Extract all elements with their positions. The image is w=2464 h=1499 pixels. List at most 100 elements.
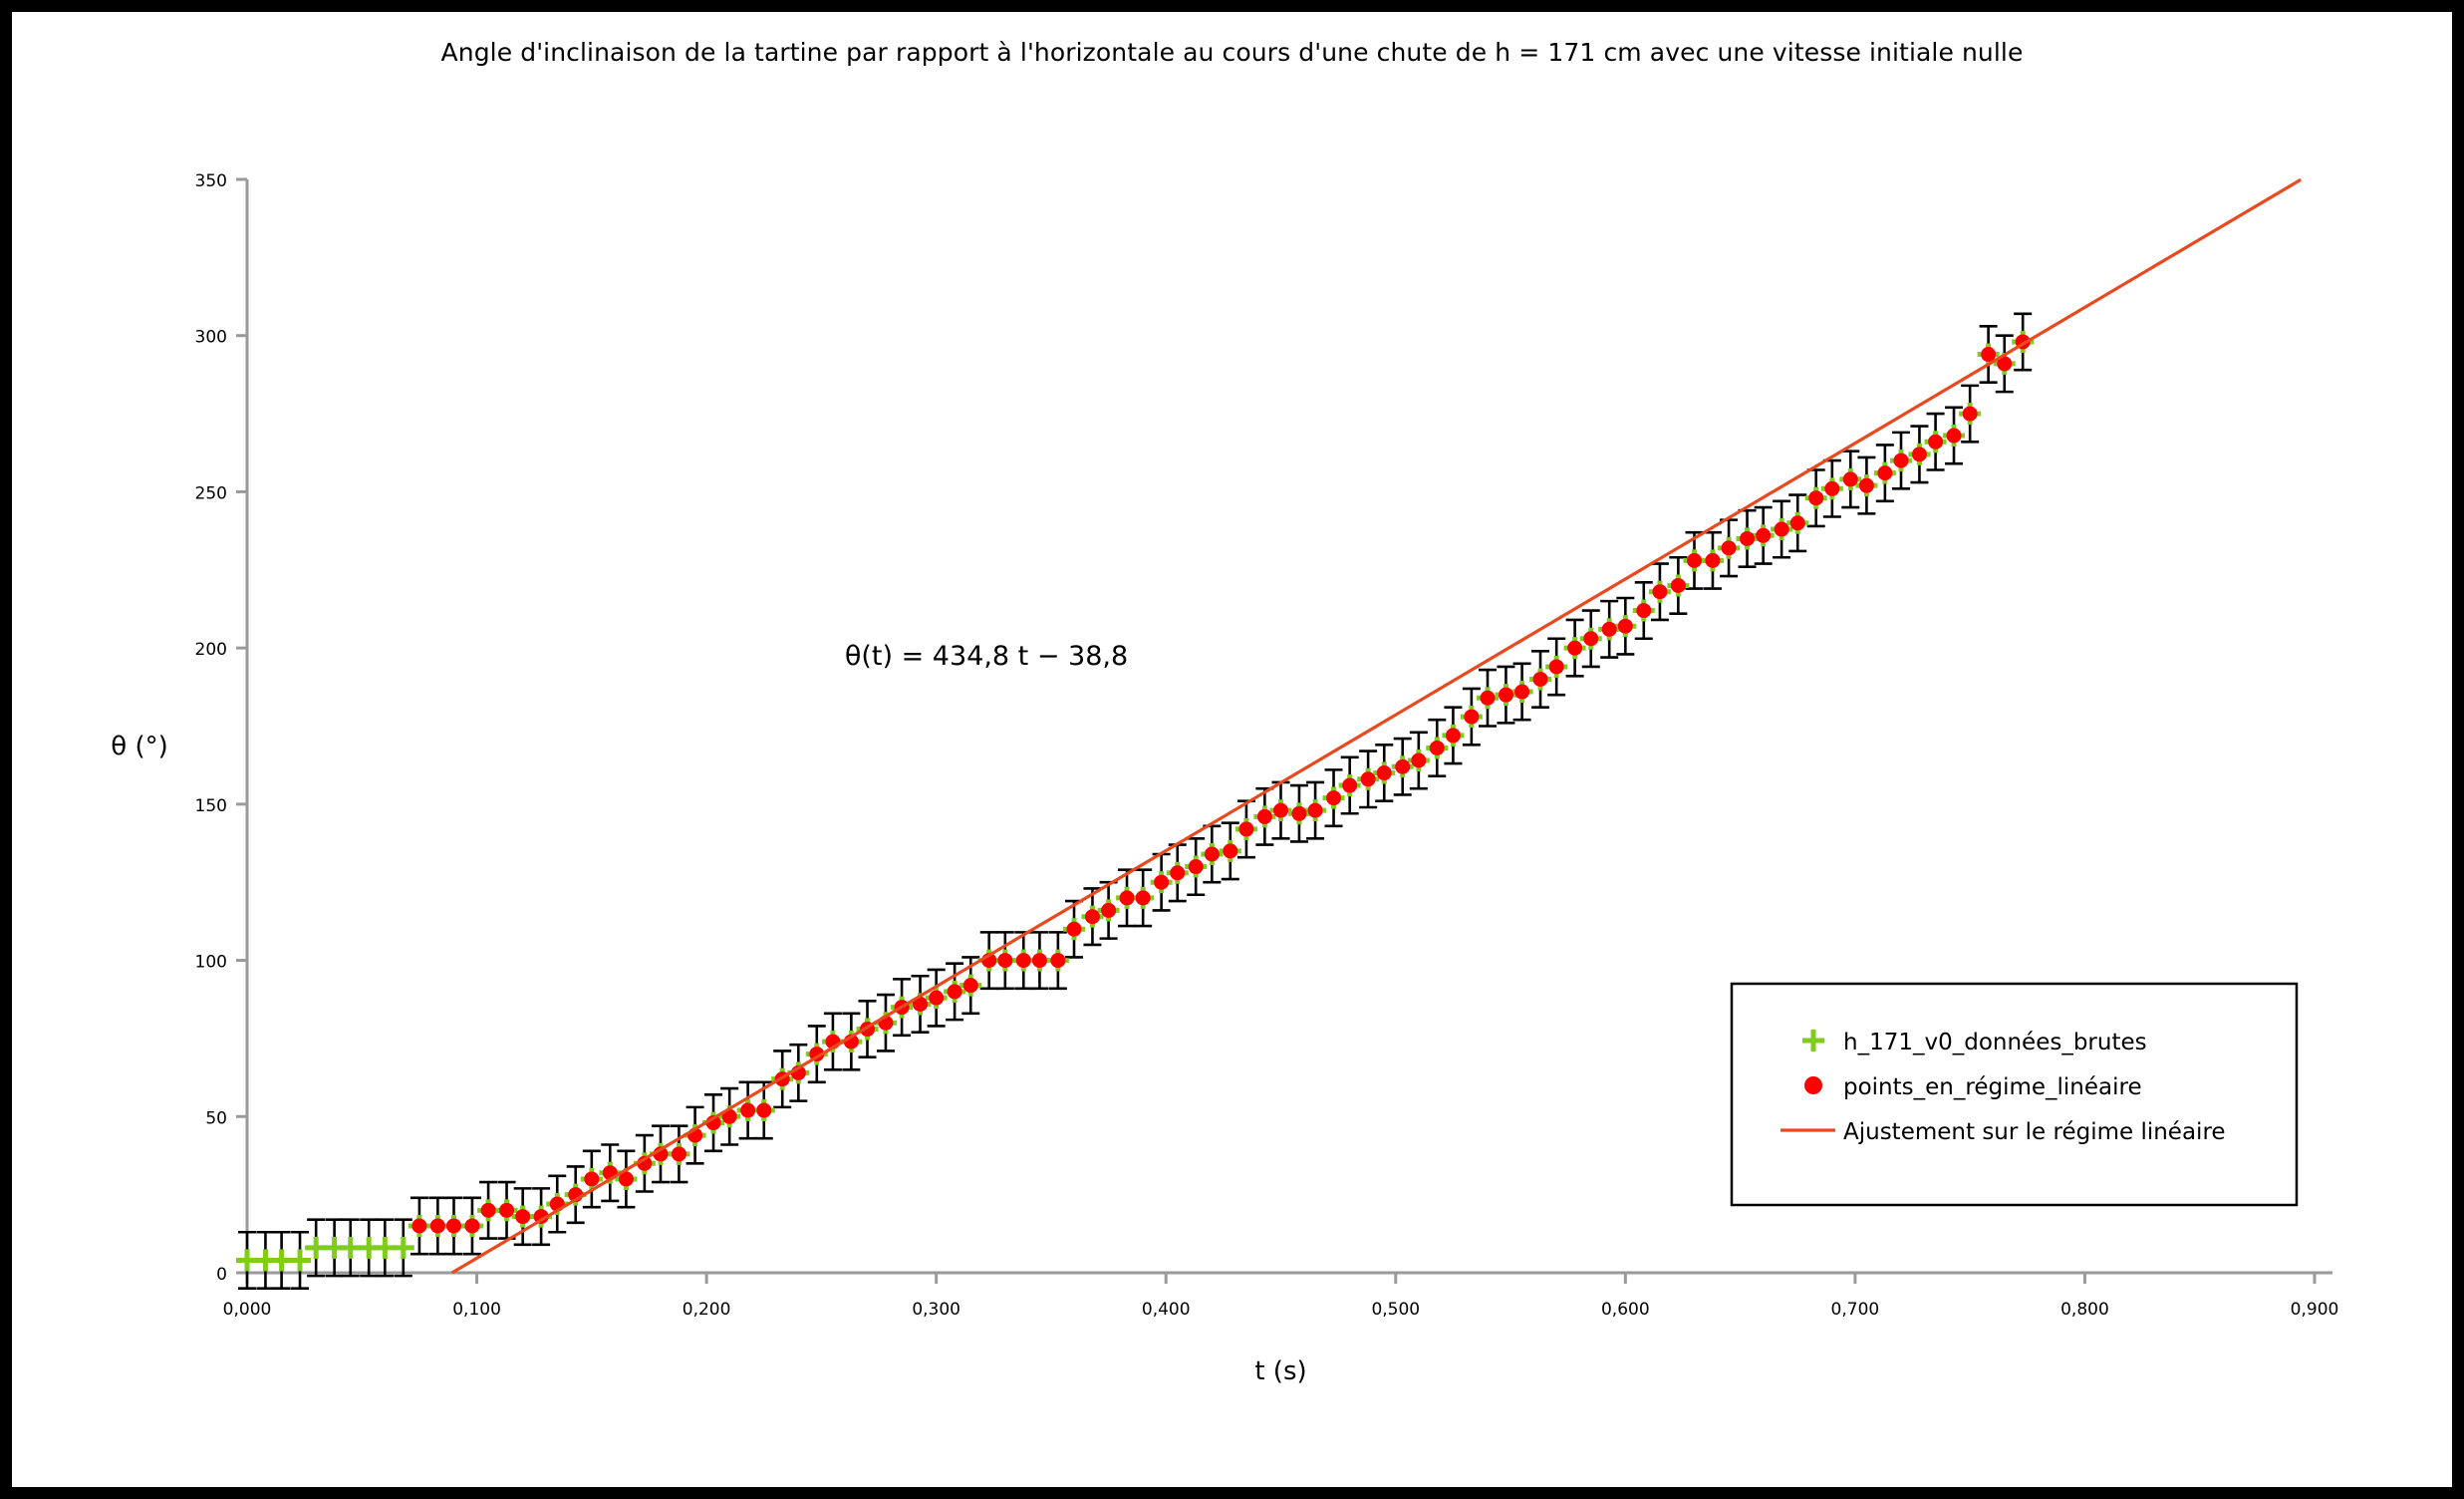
linear-regime-point bbox=[1705, 552, 1721, 568]
linear-regime-point bbox=[1326, 790, 1342, 806]
linear-regime-point bbox=[721, 1108, 737, 1124]
linear-regime-markers-group bbox=[411, 334, 2031, 1234]
linear-regime-point bbox=[1893, 452, 1909, 468]
linear-regime-point bbox=[1842, 471, 1858, 487]
linear-regime-point bbox=[1238, 821, 1254, 837]
linear-regime-point bbox=[1066, 921, 1082, 937]
x-axis-tick-label: 0,900 bbox=[2291, 1300, 2339, 1320]
linear-regime-point bbox=[740, 1102, 756, 1118]
x-axis-tick-label: 0,500 bbox=[1371, 1300, 1420, 1320]
linear-regime-point bbox=[1981, 347, 1997, 363]
linear-regime-point bbox=[1307, 802, 1323, 818]
legend-item-label: h_171_v0_données_brutes bbox=[1843, 1030, 2147, 1055]
linear-regime-point bbox=[1911, 447, 1927, 462]
fit-line bbox=[450, 177, 2302, 1275]
linear-regime-point bbox=[1204, 846, 1220, 862]
legend: h_171_v0_données_brutes points_en_régime_… bbox=[1730, 982, 2299, 1207]
linear-regime-point bbox=[962, 978, 978, 994]
linear-regime-point bbox=[1050, 953, 1066, 969]
linear-regime-point bbox=[1824, 480, 1840, 496]
linear-regime-point bbox=[499, 1202, 515, 1218]
linear-regime-point bbox=[1188, 859, 1204, 875]
linear-regime-point bbox=[1601, 621, 1617, 637]
linear-regime-point bbox=[1946, 428, 1962, 444]
linear-regime-point bbox=[618, 1171, 634, 1187]
dot-icon bbox=[1804, 1076, 1822, 1094]
x-axis-tick-label: 0,200 bbox=[683, 1300, 731, 1320]
linear-regime-point bbox=[1135, 890, 1151, 906]
linear-regime-point bbox=[1464, 709, 1480, 725]
linear-regime-point bbox=[1360, 771, 1376, 787]
chart-title: Angle d'inclinaison de la tartine par ra… bbox=[440, 38, 2024, 67]
linear-regime-point bbox=[480, 1202, 496, 1218]
figure-canvas: Angle d'inclinaison de la tartine par ra… bbox=[12, 12, 2452, 1487]
x-axis-tick-label: 0,600 bbox=[1601, 1300, 1650, 1320]
linear-regime-point bbox=[1652, 584, 1668, 600]
legend-item[interactable]: points_en_régime_linéaire bbox=[1804, 1074, 2142, 1100]
linear-regime-point bbox=[411, 1218, 427, 1234]
y-axis-tick-label: 350 bbox=[195, 171, 227, 191]
y-axis-tick-label: 0 bbox=[216, 1265, 227, 1285]
linear-regime-point bbox=[1411, 752, 1427, 768]
x-axis-tick-label: 0,400 bbox=[1142, 1300, 1191, 1320]
linear-regime-point bbox=[929, 990, 945, 1006]
linear-regime-point bbox=[1583, 631, 1599, 647]
linear-regime-point bbox=[1789, 515, 1805, 531]
y-axis-tick-label: 150 bbox=[195, 796, 227, 816]
fit-equation-annotation: θ(t) = 434,8 t − 38,8 bbox=[845, 641, 1128, 672]
linear-regime-point bbox=[1273, 802, 1288, 818]
linear-regime-point bbox=[1256, 808, 1272, 824]
y-axis-tick-label: 100 bbox=[195, 953, 227, 973]
legend-box bbox=[1730, 982, 2299, 1207]
linear-regime-point bbox=[1670, 577, 1686, 593]
linear-regime-point bbox=[1636, 603, 1652, 619]
linear-regime-point bbox=[913, 996, 929, 1012]
linear-regime-point bbox=[1997, 356, 2013, 372]
linear-regime-point bbox=[1532, 671, 1548, 687]
linear-regime-point bbox=[584, 1171, 600, 1187]
chart-plot-area: 0,000 0,100 0,200 0,300 0,400 0,500 0,600 0,700… bbox=[111, 171, 2339, 1386]
linear-regime-point bbox=[1084, 909, 1100, 925]
x-axis-title: t (s) bbox=[1254, 1356, 1306, 1386]
linear-regime-point bbox=[1101, 902, 1117, 918]
linear-regime-point bbox=[1877, 465, 1893, 481]
linear-regime-point bbox=[947, 984, 962, 1000]
x-axis-tick-label: 0,100 bbox=[452, 1300, 501, 1320]
linear-regime-point bbox=[1514, 684, 1530, 700]
x-axis-tick-label: 0,300 bbox=[912, 1300, 960, 1320]
linear-regime-point bbox=[515, 1209, 531, 1225]
linear-regime-point bbox=[1617, 618, 1633, 634]
x-axis-tick-label: 0,700 bbox=[1831, 1300, 1880, 1320]
linear-regime-point bbox=[1395, 758, 1411, 774]
linear-regime-point bbox=[1858, 477, 1874, 493]
linear-regime-point bbox=[1928, 434, 1944, 450]
linear-regime-point bbox=[429, 1218, 445, 1234]
linear-regime-point bbox=[1119, 890, 1135, 906]
linear-regime-point bbox=[1721, 540, 1737, 556]
linear-regime-point bbox=[1548, 659, 1564, 675]
linear-regime-point bbox=[997, 953, 1013, 969]
linear-regime-point bbox=[1567, 640, 1583, 656]
legend-item-label: Ajustement sur le régime linéaire bbox=[1843, 1119, 2226, 1145]
linear-regime-point bbox=[1223, 843, 1238, 859]
linear-regime-point bbox=[1376, 765, 1392, 781]
linear-regime-point bbox=[464, 1218, 480, 1234]
linear-regime-point bbox=[1031, 953, 1047, 969]
y-axis-tick-label: 300 bbox=[195, 328, 227, 348]
y-axis-tick-label: 250 bbox=[195, 483, 227, 503]
linear-regime-point bbox=[533, 1209, 549, 1225]
linear-regime-point bbox=[1498, 687, 1513, 703]
linear-regime-point bbox=[1170, 865, 1186, 881]
linear-regime-point bbox=[1962, 406, 1978, 422]
legend-item[interactable]: Ajustement sur le régime linéaire bbox=[1780, 1119, 2226, 1145]
legend-item[interactable]: h_171_v0_données_brutes bbox=[1802, 1030, 2147, 1055]
linear-regime-point bbox=[1445, 728, 1461, 744]
linear-regime-point bbox=[1808, 490, 1824, 506]
x-axis-tick-label: 0,000 bbox=[223, 1300, 272, 1320]
y-axis-title: θ (°) bbox=[111, 732, 167, 761]
y-axis-tick-label: 50 bbox=[205, 1108, 227, 1128]
linear-regime-point bbox=[1756, 527, 1772, 543]
linear-regime-point bbox=[1291, 805, 1307, 821]
linear-regime-point bbox=[1480, 690, 1496, 706]
